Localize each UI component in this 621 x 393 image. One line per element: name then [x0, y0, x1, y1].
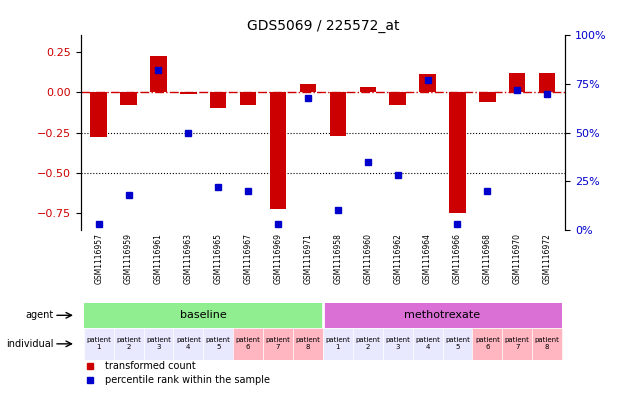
Bar	[323, 328, 353, 360]
Text: patient
3: patient 3	[146, 337, 171, 350]
Text: GSM1116967: GSM1116967	[243, 233, 253, 284]
Text: patient
1: patient 1	[325, 337, 350, 350]
Bar	[91, 92, 107, 138]
Bar	[443, 328, 473, 360]
Bar	[419, 74, 436, 92]
Bar	[539, 73, 555, 92]
Bar	[173, 328, 203, 360]
Text: GSM1116962: GSM1116962	[393, 233, 402, 284]
Bar	[84, 303, 323, 328]
Bar	[473, 328, 502, 360]
Bar	[389, 92, 406, 105]
Bar	[502, 328, 532, 360]
Text: patient
3: patient 3	[385, 337, 410, 350]
Text: patient
6: patient 6	[475, 337, 500, 350]
Bar	[330, 92, 346, 136]
Bar	[240, 92, 256, 105]
Text: agent: agent	[26, 310, 54, 320]
Text: patient
1: patient 1	[86, 337, 111, 350]
Bar	[353, 328, 383, 360]
Text: GSM1116969: GSM1116969	[274, 233, 283, 284]
Text: patient
7: patient 7	[505, 337, 530, 350]
Bar	[323, 303, 562, 328]
Bar	[383, 328, 412, 360]
Text: GSM1116961: GSM1116961	[154, 233, 163, 284]
Text: GSM1116964: GSM1116964	[423, 233, 432, 284]
Text: GSM1116971: GSM1116971	[304, 233, 312, 284]
Text: GSM1116965: GSM1116965	[214, 233, 223, 284]
Bar	[293, 328, 323, 360]
Text: GSM1116959: GSM1116959	[124, 233, 133, 284]
Text: GSM1116963: GSM1116963	[184, 233, 193, 284]
Text: GSM1116968: GSM1116968	[483, 233, 492, 284]
Bar	[233, 328, 263, 360]
Text: GSM1116957: GSM1116957	[94, 233, 103, 284]
Bar	[532, 328, 562, 360]
Bar	[509, 73, 525, 92]
Bar	[449, 92, 466, 213]
Bar	[263, 328, 293, 360]
Text: patient
2: patient 2	[116, 337, 141, 350]
Text: patient
4: patient 4	[176, 337, 201, 350]
Text: methotrexate: methotrexate	[404, 310, 481, 320]
Bar	[114, 328, 143, 360]
Title: GDS5069 / 225572_at: GDS5069 / 225572_at	[247, 19, 399, 33]
Text: transformed count: transformed count	[105, 361, 196, 371]
Text: patient
5: patient 5	[206, 337, 231, 350]
Text: patient
6: patient 6	[236, 337, 261, 350]
Text: percentile rank within the sample: percentile rank within the sample	[105, 375, 270, 385]
Text: GSM1116966: GSM1116966	[453, 233, 462, 284]
Text: GSM1116958: GSM1116958	[333, 233, 342, 284]
Bar	[300, 84, 316, 92]
Text: baseline: baseline	[180, 310, 227, 320]
Text: patient
5: patient 5	[445, 337, 470, 350]
Bar	[84, 328, 114, 360]
Text: GSM1116970: GSM1116970	[513, 233, 522, 284]
Text: GSM1116960: GSM1116960	[363, 233, 372, 284]
Bar	[143, 328, 173, 360]
Text: patient
2: patient 2	[355, 337, 380, 350]
Bar	[412, 328, 443, 360]
Bar	[180, 92, 197, 94]
Bar	[270, 92, 286, 209]
Bar	[210, 92, 227, 108]
Text: patient
7: patient 7	[266, 337, 291, 350]
Text: GSM1116972: GSM1116972	[543, 233, 551, 284]
Text: patient
8: patient 8	[296, 337, 320, 350]
Text: patient
4: patient 4	[415, 337, 440, 350]
Bar	[479, 92, 496, 102]
Text: patient
8: patient 8	[535, 337, 560, 350]
Bar	[120, 92, 137, 105]
Bar	[360, 87, 376, 92]
Text: individual: individual	[7, 339, 54, 349]
Bar	[150, 57, 166, 92]
Bar	[203, 328, 233, 360]
